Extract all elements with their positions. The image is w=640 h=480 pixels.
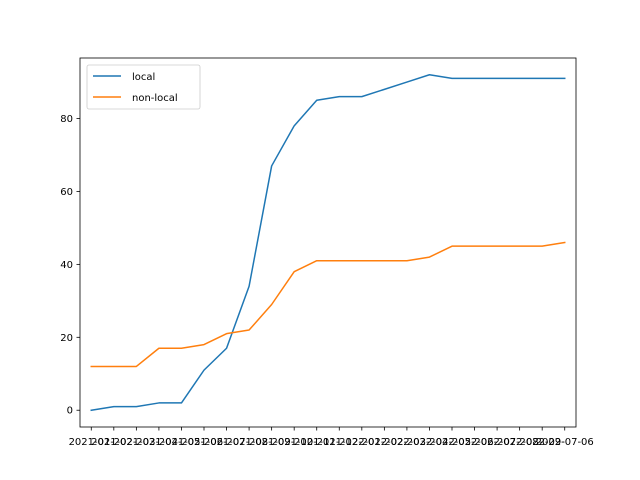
y-tick-label: 40 [60,260,73,271]
series-layer [90,74,566,412]
x-tick-label: 2021-08- [226,437,272,448]
x-tick-label: 2021-03- [114,437,160,448]
axes-layer: 0 20 40 60 80 2021-01-2021-02-2021-03-2021-04… [60,57,594,448]
x-tick-label: 2021-12- [317,437,363,448]
x-tick-label: 2022-06- [452,437,498,448]
legend-label-local: local [132,72,155,83]
series-line-local [90,74,566,412]
x-tick-label: 2022-02- [362,437,408,448]
x-tick-label: 2021-09- [249,437,295,448]
legend: local non-local [86,64,201,110]
x-tick-label: 2022-07- [474,437,520,448]
x-tick-label: 2021-11- [294,437,340,448]
y-tick-label: 20 [60,333,73,344]
x-tick-label: 2021-10- [271,437,317,448]
x-tick-label: 2021-02- [91,437,137,448]
x-tick-label: 2022-03- [384,437,430,448]
x-tick-label: 2021-06- [181,437,227,448]
x-tick-label: 2022-07-06 [536,437,594,448]
x-tick-label: 2022-04- [407,437,453,448]
y-tick-label: 80 [60,114,73,125]
series-line-non-local [90,241,566,368]
legend-label-non-local: non-local [132,93,178,104]
x-tick-label: 2022-05- [429,437,475,448]
x-tick-label: 2022-09- [519,437,565,448]
x-tick-label: 2021-04- [136,437,182,448]
axes-frame [79,57,577,428]
x-tick-label: 2022-08- [497,437,543,448]
x-tick-label: 2021-07- [204,437,250,448]
x-tick-label: 2022-01- [339,437,385,448]
y-tick-label: 60 [60,187,73,198]
y-tick-label: 0 [67,406,73,417]
x-tick-label: 2021-05- [159,437,205,448]
x-tick-label: 2021-01- [69,437,115,448]
